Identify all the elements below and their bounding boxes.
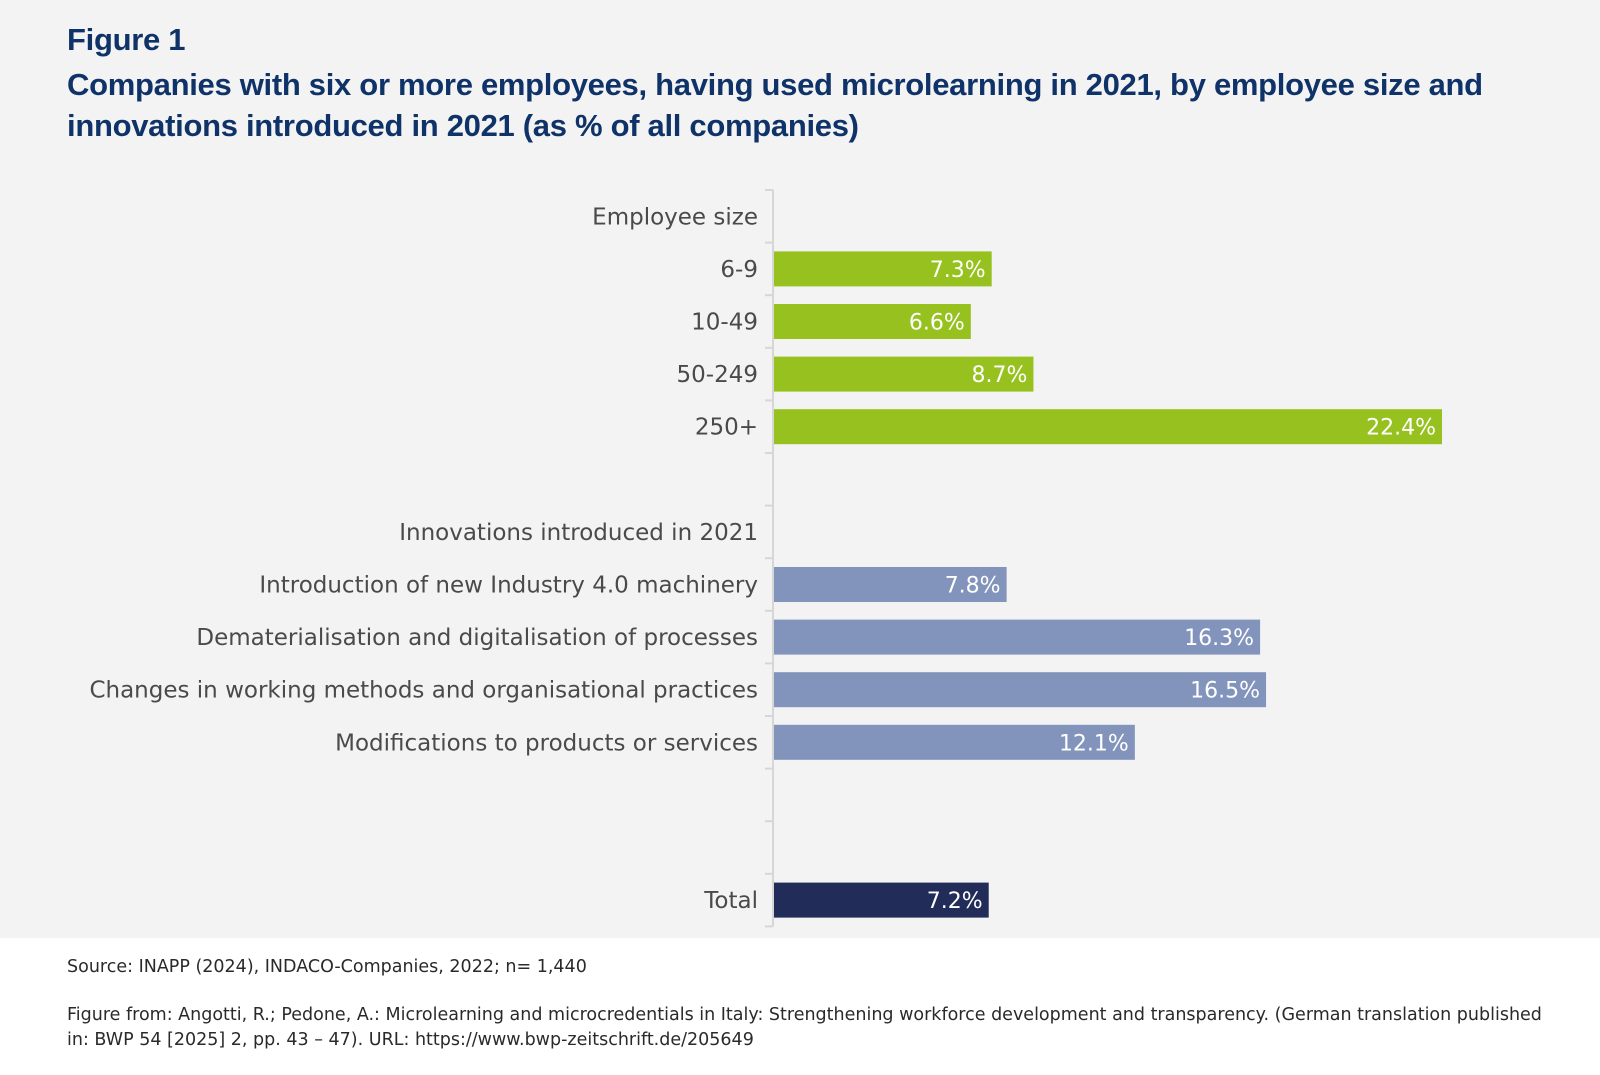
group-header-label: Employee size — [592, 204, 758, 230]
value-label: 22.4% — [1366, 416, 1436, 441]
value-label: 8.7% — [972, 363, 1028, 388]
bar — [774, 619, 1261, 655]
category-label: Introduction of new Industry 4.0 machine… — [259, 573, 758, 599]
bar — [774, 356, 1034, 392]
category-label: 250+ — [695, 415, 758, 441]
value-label: 16.3% — [1184, 626, 1254, 651]
category-label: 10-49 — [691, 310, 758, 336]
chart-panel — [0, 0, 1600, 938]
category-label: Dematerialisation and digitalisation of … — [196, 625, 758, 651]
bar-chart: Employee size 6-9 7.3% 10-49 6.6% 50-249 8.7% 2… — [89, 189, 1442, 928]
group-header-label: Innovations introduced in 2021 — [399, 520, 758, 546]
category-label: 6-9 — [720, 257, 758, 283]
value-label: 16.5% — [1190, 679, 1260, 704]
value-label: 7.3% — [930, 258, 986, 283]
citation-note: Figure from: Angotti, R.; Pedone, A.: Mi… — [67, 1005, 1542, 1050]
bar — [774, 251, 992, 287]
category-label: Modifications to products or services — [335, 730, 758, 756]
bar — [774, 672, 1267, 708]
bar — [774, 304, 971, 339]
figure-title: Companies with six or more employees, ha… — [67, 67, 1483, 143]
value-label: 7.2% — [927, 889, 983, 914]
bar — [774, 724, 1135, 760]
value-label: 12.1% — [1059, 731, 1129, 756]
category-label: 50-249 — [677, 362, 758, 388]
category-label: Changes in working methods and organisat… — [89, 678, 758, 704]
figure-label: Figure 1 — [67, 22, 186, 57]
value-label: 6.6% — [909, 311, 965, 336]
bar — [774, 567, 1007, 602]
bar — [774, 409, 1442, 445]
category-label: Total — [703, 888, 758, 914]
bar — [774, 882, 989, 918]
value-label: 7.8% — [945, 574, 1001, 599]
source-note: Source: INAPP (2024), INDACO-Companies, … — [67, 957, 587, 977]
